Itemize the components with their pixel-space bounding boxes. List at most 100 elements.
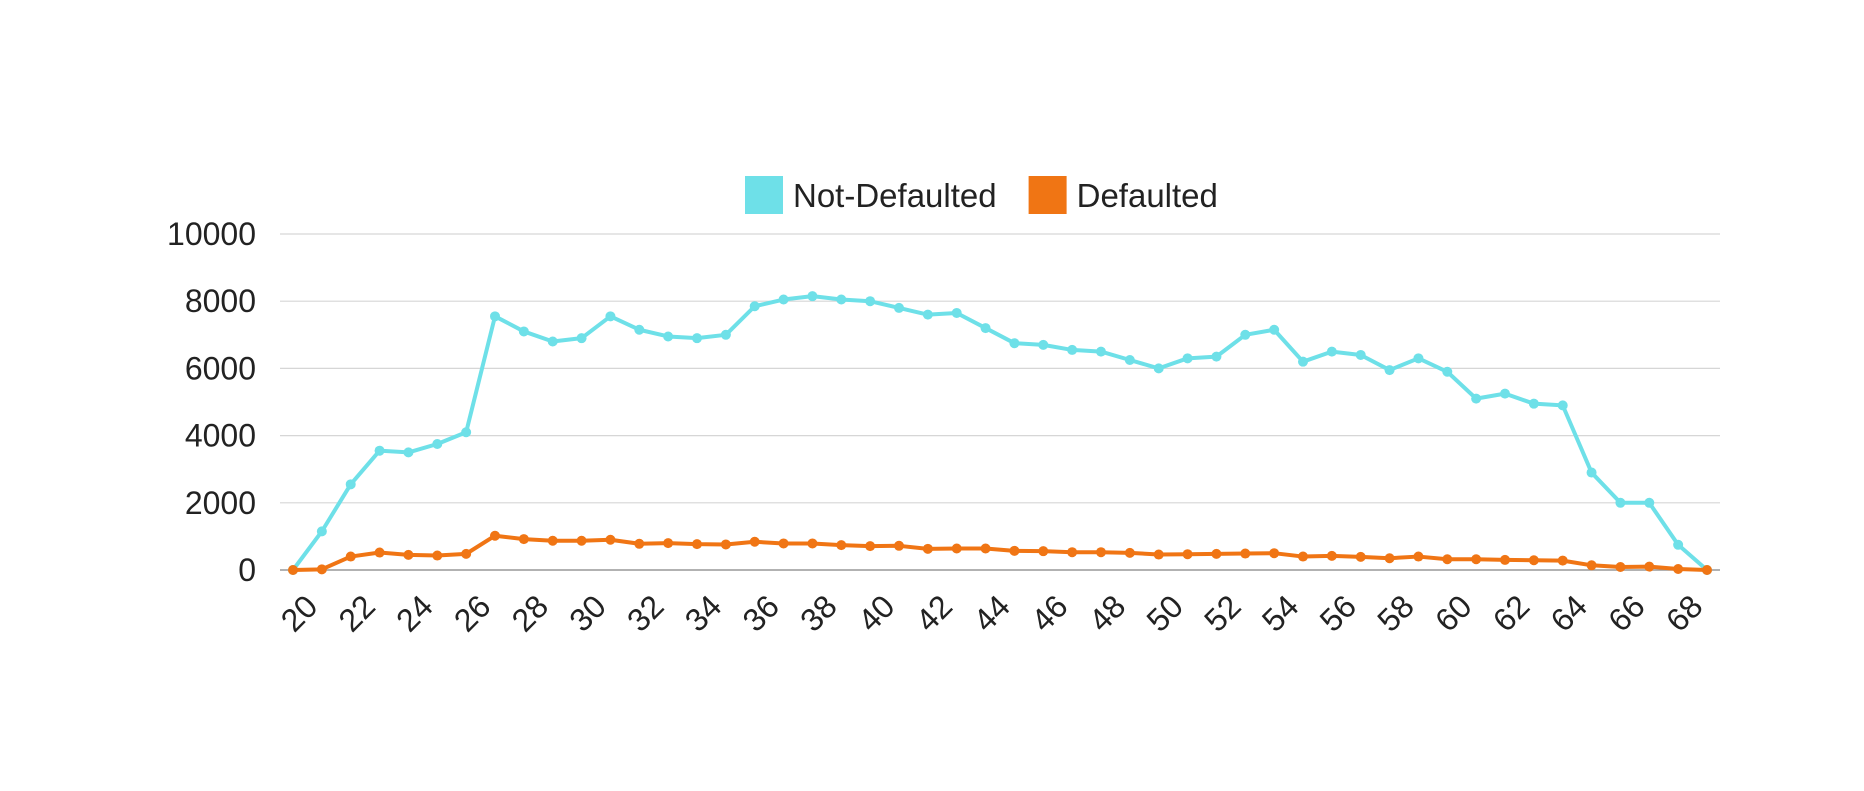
data-point [1384,365,1395,376]
x-tick-label: 34 [678,588,729,639]
series-line [291,533,1709,572]
x-tick-label: 64 [1543,588,1594,639]
data-point [1471,554,1482,565]
data-point [894,302,904,313]
data-point [1124,355,1135,365]
data-point [374,547,385,558]
x-tick-label: 66 [1601,588,1652,639]
data-point [1211,351,1222,362]
y-axis-ticks: 0 2000 4000 6000 8000 10000 [167,216,256,588]
data-point [1355,551,1366,562]
data-point [720,329,731,340]
data-point [288,565,298,575]
data-point [1673,563,1684,574]
data-point [1096,346,1106,357]
data-point [576,333,587,344]
data-point [316,564,327,575]
data-point [1586,467,1597,478]
x-tick-label: 44 [966,588,1017,639]
data-point [836,294,847,305]
data-point [1240,329,1251,340]
data-point [1586,560,1597,571]
data-point [634,324,645,335]
data-point [1067,547,1078,558]
data-point [778,538,789,549]
x-tick-label: 40 [851,588,902,639]
data-point [1644,497,1655,508]
x-tick-label: 58 [1370,588,1421,639]
x-tick-label: 38 [793,588,844,639]
y-tick-label: 0 [238,552,256,588]
data-point [1124,547,1135,558]
x-tick-label: 60 [1428,588,1479,639]
data-point [1500,388,1510,399]
x-tick-label: 50 [1139,588,1190,639]
legend: Not-Defaulted Defaulted [745,176,1218,214]
series-line [291,294,1709,572]
data-point [1009,338,1020,349]
data-point [1384,553,1395,564]
data-point [1413,551,1424,562]
y-tick-label: 8000 [185,283,256,319]
data-point [1038,339,1049,350]
data-point [1067,344,1078,355]
data-point [345,551,356,562]
x-tick-label: 52 [1197,588,1248,639]
data-point [461,548,472,559]
data-point [634,538,645,549]
data-point [1644,561,1655,572]
data-point [951,307,962,318]
data-point [692,539,702,550]
data-point [663,331,674,342]
data-point [432,550,443,561]
data-point [518,326,529,337]
data-point [374,445,385,456]
legend-label: Defaulted [1077,177,1218,214]
data-point [1009,545,1020,556]
data-point [980,323,991,334]
data-point [720,539,731,550]
data-point [1269,324,1280,335]
data-point [316,526,327,537]
data-point [865,296,876,307]
x-tick-label: 36 [735,588,786,639]
data-point [345,479,356,490]
data-point [922,543,933,554]
data-point [1471,393,1482,404]
x-tick-label: 24 [389,588,440,639]
data-point [1615,561,1626,572]
data-point [807,291,818,302]
x-axis-ticks: 20 22 24 26 28 30 32 34 36 38 40 42 44 46 48 50 52 54 56 58… [274,588,1710,639]
data-point [951,543,962,554]
data-point [1673,539,1684,550]
x-tick-label: 56 [1313,588,1364,639]
data-point [1615,497,1626,508]
series-not-defaulted [288,291,1712,575]
y-tick-label: 2000 [185,485,256,521]
data-point [807,538,818,549]
data-point [1702,565,1712,575]
data-point [547,336,558,347]
data-point [1528,555,1539,566]
data-point [518,534,529,545]
data-point [1500,554,1510,565]
data-point [778,294,789,305]
data-point [1326,346,1337,357]
x-tick-label: 42 [909,588,960,639]
data-point [576,535,587,546]
y-tick-label: 10000 [167,216,256,252]
x-tick-label: 20 [274,588,325,639]
x-tick-label: 54 [1255,588,1306,639]
data-point [922,309,933,320]
data-point [1038,546,1049,557]
data-point [1298,356,1308,367]
data-point [461,427,472,438]
gridlines [280,233,1720,571]
legend-swatch [745,176,783,214]
data-point [1442,366,1453,377]
x-tick-label: 22 [331,588,382,639]
x-tick-label: 48 [1082,588,1133,639]
data-point [403,447,414,458]
data-point [1153,363,1164,374]
